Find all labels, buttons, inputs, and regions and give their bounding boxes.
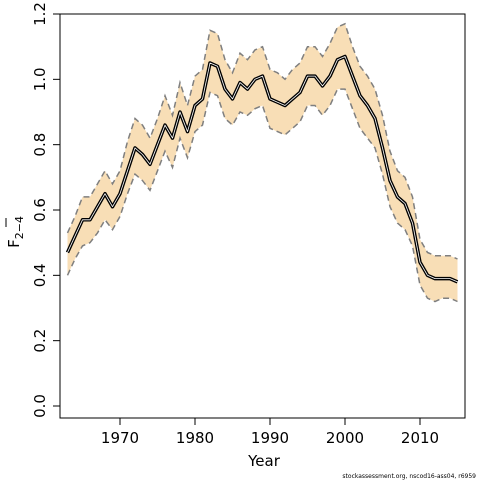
y-tick-label: 0.6 (31, 198, 49, 222)
lower-bound-line (66, 88, 458, 303)
y-tick-label: 0.2 (31, 329, 49, 353)
plot-area (65, 22, 459, 303)
estimate-line (67, 56, 458, 283)
x-tick-label: 1980 (176, 429, 214, 447)
y-axis-title-main: F (5, 239, 23, 248)
y-tick-label: 1.2 (31, 2, 49, 26)
axes: 1970 1980 1990 2000 2010 0.0 0.2 0.4 0.6 0.8 1.0 1.… (31, 2, 439, 447)
y-tick-label: 0.8 (31, 133, 49, 157)
x-tick-label: 2000 (326, 429, 364, 447)
y-tick-label: 1.0 (31, 67, 49, 91)
y-axis-title: F2−4 (5, 216, 26, 248)
x-tick-label: 1990 (251, 429, 289, 447)
confidence-band (67, 23, 458, 302)
plot-frame (59, 13, 466, 419)
x-tick-label: 1970 (101, 429, 139, 447)
x-tick-label: 2010 (401, 429, 439, 447)
svg-text:F2−4: F2−4 (5, 216, 26, 248)
y-axis-title-subscript: 2−4 (13, 216, 26, 239)
x-axis-title: Year (247, 452, 281, 470)
y-tick-label: 0.4 (31, 263, 49, 287)
y-tick-label: 0.0 (31, 394, 49, 418)
upper-bound-line (66, 22, 458, 260)
credit-text: stockassessment.org, nscod16-ass04, r695… (342, 473, 476, 480)
